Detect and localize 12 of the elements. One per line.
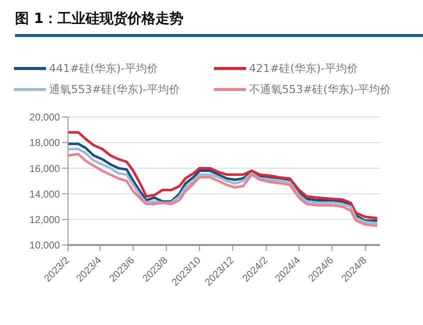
y-tick-label: 14,000 bbox=[29, 189, 60, 200]
legend-label: 441#硅(华东)-平均价 bbox=[49, 61, 158, 76]
line-series bbox=[68, 131, 379, 220]
y-tick-label: 18,000 bbox=[29, 138, 60, 150]
y-tick-label: 20,000 bbox=[29, 112, 60, 124]
y-tick-label: 10,000 bbox=[29, 240, 60, 252]
legend-label: 421#硅(华东)-平均价 bbox=[249, 61, 358, 76]
y-tick-label: 12,000 bbox=[29, 214, 60, 226]
chart-title: 图 1：工业硅现货价格走势 bbox=[15, 10, 423, 37]
y-tick-label: 16,000 bbox=[29, 164, 60, 175]
legend-label: 不通氧553#硅(华东)-平均价 bbox=[249, 82, 391, 97]
legend-label: 通氧553#硅(华东)-平均价 bbox=[49, 82, 180, 97]
